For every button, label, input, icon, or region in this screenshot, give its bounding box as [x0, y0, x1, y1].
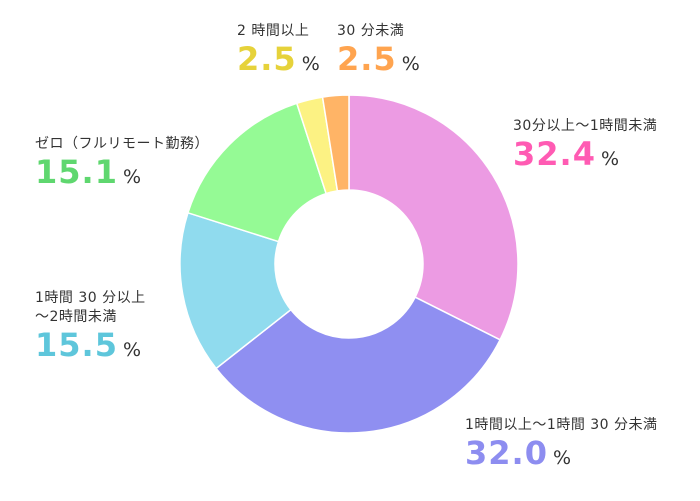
category-label: 1時間以上〜1時間 30 分未満 [465, 417, 658, 433]
donut-slice [348, 94, 519, 341]
category-label: 2 時間以上 [237, 23, 310, 39]
value-row: 2.5% [237, 41, 320, 77]
donut-slice [215, 296, 502, 434]
value-label: 15.1 [35, 153, 118, 191]
unit-label: % [401, 53, 420, 75]
value-row: 32.4% [513, 136, 657, 172]
unit-label: % [122, 339, 142, 361]
slice-label-1h30-2h: 1時間 30 分以上 〜2時間未満 15.5% [35, 289, 146, 363]
category-label: ゼロ（フルリモート勤務） [35, 136, 209, 152]
value-row: 15.5% [35, 327, 146, 363]
category-label: 30分以上〜1時間未満 [513, 118, 658, 134]
value-label: 2.5 [337, 40, 397, 78]
value-label: 32.0 [465, 434, 548, 472]
value-label: 32.4 [513, 135, 596, 173]
slice-label-zero-full-remote: ゼロ（フルリモート勤務） 15.1% [35, 135, 209, 190]
value-label: 2.5 [237, 40, 297, 78]
slice-label-1h-1h30: 1時間以上〜1時間 30 分未満 32.0% [465, 416, 658, 471]
unit-label: % [122, 166, 142, 188]
category-label: 30 分未満 [337, 23, 405, 39]
unit-label: % [552, 447, 572, 469]
value-label: 15.5 [35, 326, 118, 364]
slice-label-2h-plus: 2 時間以上 2.5% [237, 22, 320, 77]
value-row: 15.1% [35, 154, 209, 190]
donut-slice [321, 94, 350, 192]
donut-slice [187, 102, 328, 243]
category-label: 1時間 30 分以上 〜2時間未満 [35, 290, 146, 325]
slice-label-under-30min: 30 分未満 2.5% [337, 22, 420, 77]
value-row: 32.0% [465, 435, 658, 471]
slice-label-30min-1h: 30分以上〜1時間未満 32.4% [513, 117, 657, 172]
donut-slice [179, 211, 292, 370]
unit-label: % [600, 148, 620, 170]
unit-label: % [301, 53, 320, 75]
value-row: 2.5% [337, 41, 420, 77]
